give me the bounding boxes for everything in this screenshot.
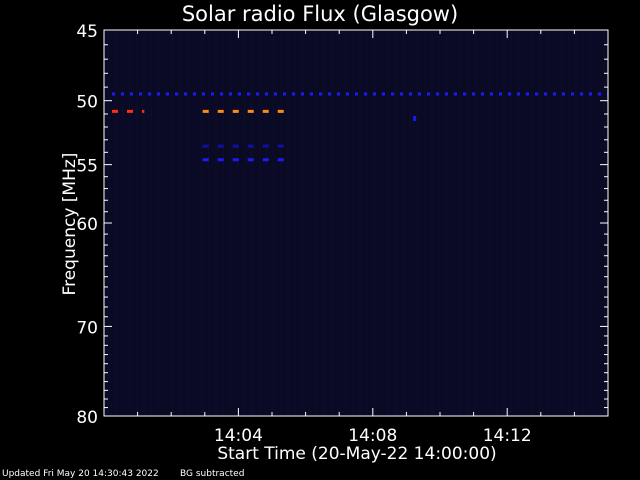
x-tick-label: 14:04: [214, 426, 263, 446]
y-axis-label: Frequency [MHz]: [60, 152, 80, 296]
dot-51.3MHz: [413, 115, 417, 121]
y-tick-label: 60: [76, 215, 98, 235]
y-tick-label: 45: [76, 22, 98, 42]
x-tick-label: 14:12: [483, 426, 532, 446]
y-tick-label: 55: [76, 157, 98, 177]
x-tick-label: 14:08: [348, 426, 397, 446]
chart-title: Solar radio Flux (Glasgow): [181, 2, 459, 26]
y-tick-label: 70: [76, 318, 98, 338]
y-tick-label: 50: [76, 93, 98, 113]
y-tick-label: 80: [76, 408, 98, 428]
bg-subtracted-note: BG subtracted: [180, 469, 245, 479]
updated-timestamp: Updated Fri May 20 14:30:43 2022: [2, 469, 159, 479]
x-axis-label: Start Time (20-May-22 14:00:00): [217, 444, 497, 464]
